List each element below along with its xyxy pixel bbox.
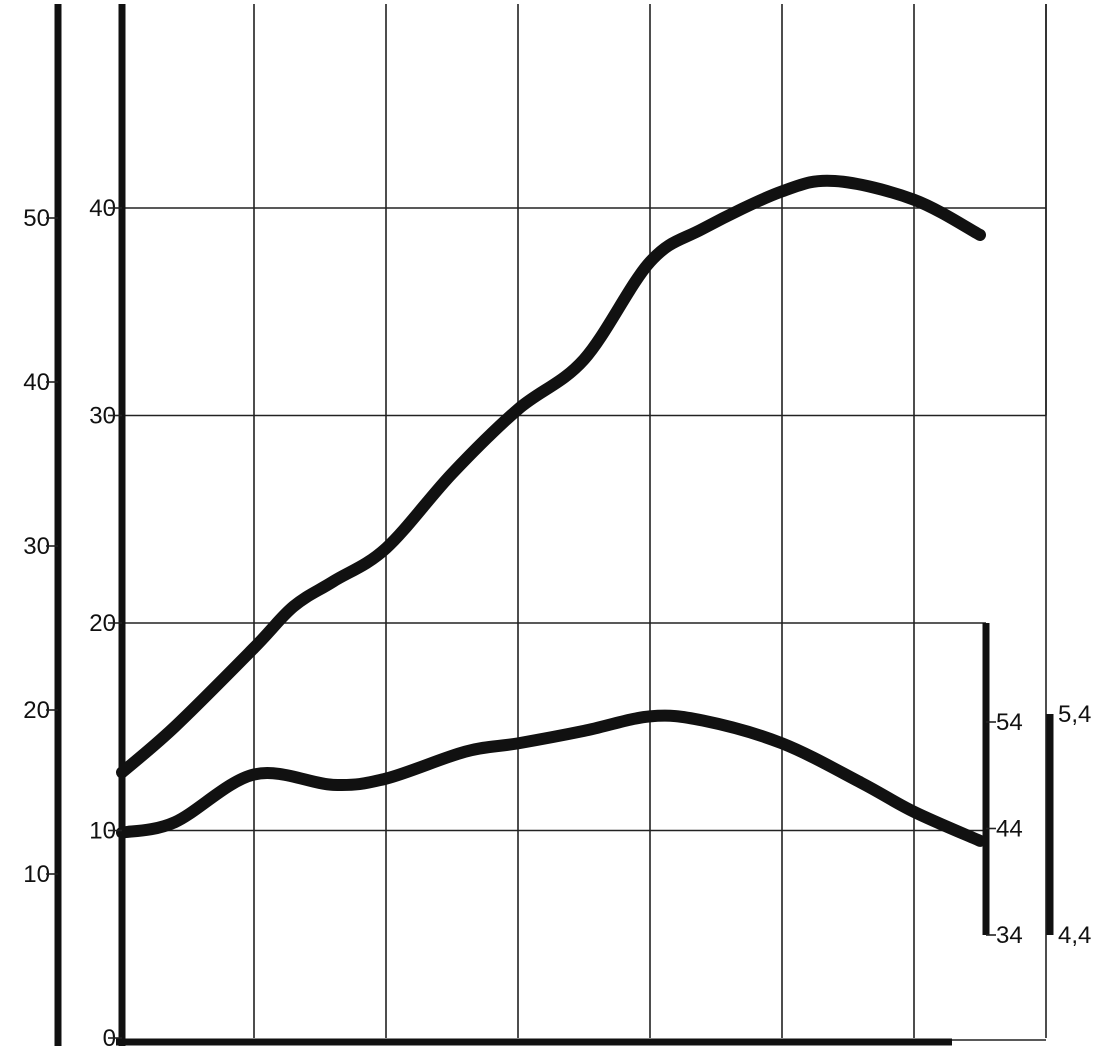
outer-left-tick-label: 40 [23, 369, 50, 396]
series-lines [116, 174, 986, 847]
outer-left-tick-label: 20 [23, 697, 50, 724]
series-line-lower [116, 709, 986, 847]
right-b-tick-label: 4,4 [1058, 922, 1091, 949]
grid-lines [122, 4, 1047, 1038]
outer-left-tick-label: 30 [23, 533, 50, 560]
right-a-tick-label: 44 [996, 816, 1023, 843]
series-line-upper [116, 174, 986, 779]
outer-left-tick-label: 10 [23, 861, 50, 888]
right-a-tick-label: 54 [996, 709, 1023, 736]
right-b-tick-label: 5,4 [1058, 701, 1091, 728]
axes [54, 4, 1054, 1046]
outer-left-tick-label: 50 [23, 205, 50, 232]
right-a-tick-label: 34 [996, 922, 1023, 949]
